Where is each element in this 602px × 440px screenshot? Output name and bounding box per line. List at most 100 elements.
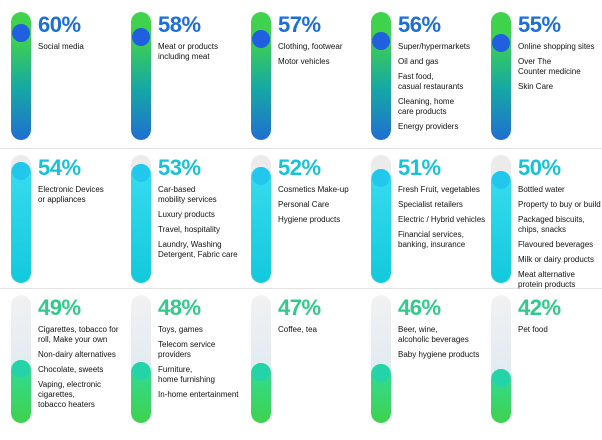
bar-marker [252, 363, 270, 381]
data-label: 55% [518, 12, 561, 37]
bar-marker [372, 364, 390, 382]
category-list: Car-based mobility services Luxury produc… [158, 185, 246, 265]
data-label: 58% [158, 12, 201, 37]
category-label: Toys, games [158, 325, 203, 334]
bar-marker [132, 362, 150, 380]
category-label: Social media [38, 42, 84, 51]
category-label: Skin Care [518, 82, 554, 91]
category-list: Meat or products including meat [158, 42, 246, 67]
panel-60pct: 60% Social media [8, 12, 128, 157]
bar-track [251, 295, 271, 423]
category-label: Specialist retailers [398, 200, 463, 209]
panel-49pct: 49% Cigarettes, tobacco for roll, Make yo… [8, 295, 128, 440]
data-label: 47% [278, 295, 321, 320]
category-label: Electronic Devices or appliances [38, 185, 104, 204]
panel-55pct: 55% Online shopping sites Over The Counter… [488, 12, 602, 157]
category-label: Telecom service providers [158, 340, 216, 359]
panel-47pct: 47% Coffee, tea [248, 295, 368, 440]
row-divider [0, 288, 602, 289]
panel-58pct: 58% Meat or products including meat [128, 12, 248, 157]
category-list: Cigarettes, tobacco for roll, Make your … [38, 325, 126, 415]
bar-marker [252, 167, 270, 185]
category-label: Clothing, footwear [278, 42, 343, 51]
category-label: Fresh Fruit, vegetables [398, 185, 480, 194]
bar-marker [132, 164, 150, 182]
category-label: Financial services, banking, insurance [398, 230, 466, 249]
category-list: Beer, wine, alcoholic beverages Baby hygi… [398, 325, 486, 365]
row-divider [0, 148, 602, 149]
data-label: 42% [518, 295, 561, 320]
category-label: Fast food, casual restaurants [398, 72, 464, 91]
data-label: 56% [398, 12, 441, 37]
category-list: Social media [38, 42, 126, 57]
category-label: Electric / Hybrid vehicles [398, 215, 486, 224]
category-list: Toys, games Telecom service providers Furn… [158, 325, 246, 405]
bar-track [131, 295, 151, 423]
bar-track [131, 155, 151, 283]
data-label: 50% [518, 155, 561, 180]
panel-50pct: 50% Bottled water Property to buy or build… [488, 155, 602, 300]
bar-track [491, 12, 511, 140]
category-list: Electronic Devices or appliances [38, 185, 126, 210]
category-label: Cigarettes, tobacco for roll, Make your … [38, 325, 119, 344]
category-list: Coffee, tea [278, 325, 366, 340]
category-label: In-home entertainment [158, 390, 239, 399]
panel-53pct: 53% Car-based mobility services Luxury pro… [128, 155, 248, 300]
category-label: Beer, wine, alcoholic beverages [398, 325, 469, 344]
bar-track [251, 12, 271, 140]
bar-track [371, 295, 391, 423]
panel-42pct: 42% Pet food [488, 295, 602, 440]
panel-56pct: 56% Super/hypermarkets Oil and gas Fast foo… [368, 12, 488, 157]
data-label: 46% [398, 295, 441, 320]
data-label: 52% [278, 155, 321, 180]
panel-51pct: 51% Fresh Fruit, vegetables Specialist ret… [368, 155, 488, 300]
bar-marker [372, 32, 390, 50]
bar-track [251, 155, 271, 283]
bar [251, 167, 271, 283]
category-list: Cosmetics Make-up Personal Care Hygiene pr… [278, 185, 366, 230]
bar [371, 169, 391, 283]
category-label: Oil and gas [398, 57, 439, 66]
category-label: Flavoured beverages [518, 240, 594, 249]
category-list: Pet food [518, 325, 602, 340]
category-list: Clothing, footwear Motor vehicles [278, 42, 366, 72]
panel-46pct: 46% Beer, wine, alcoholic beverages Baby h… [368, 295, 488, 440]
category-label: Laundry, Washing Detergent, Fabric care [158, 240, 238, 259]
category-list: Super/hypermarkets Oil and gas Fast food, … [398, 42, 486, 137]
category-label: Energy providers [398, 122, 459, 131]
bar [11, 12, 31, 140]
category-label: Vaping, electronic cigarettes, tobacco h… [38, 380, 101, 409]
bar-track [371, 12, 391, 140]
bar-track [131, 12, 151, 140]
category-label: Meat alternative protein products [518, 270, 576, 289]
category-label: Cosmetics Make-up [278, 185, 349, 194]
data-label: 60% [38, 12, 81, 37]
panel-57pct: 57% Clothing, footwear Motor vehicles [248, 12, 368, 157]
category-label: Cleaning, home care products [398, 97, 455, 116]
bar-track [11, 155, 31, 283]
bar-marker [12, 360, 30, 378]
data-label: 49% [38, 295, 81, 320]
category-label: Online shopping sites [518, 42, 595, 51]
panel-54pct: 54% Electronic Devices or appliances [8, 155, 128, 300]
bar [491, 171, 511, 283]
bar-track [491, 295, 511, 423]
category-label: Hygiene products [278, 215, 341, 224]
category-label: Chocolate, sweets [38, 365, 104, 374]
data-label: 51% [398, 155, 441, 180]
category-label: Travel, hospitality [158, 225, 220, 234]
category-label: Motor vehicles [278, 57, 330, 66]
bar [11, 162, 31, 283]
bar-marker [252, 30, 270, 48]
panel-48pct: 48% Toys, games Telecom service providers F… [128, 295, 248, 440]
category-list: Online shopping sites Over The Counter me… [518, 42, 602, 97]
category-label: Packaged biscuits, chips, snacks [518, 215, 585, 234]
data-label: 57% [278, 12, 321, 37]
category-label: Non-dairy alternatives [38, 350, 116, 359]
bar-marker [372, 169, 390, 187]
bar-marker [12, 162, 30, 180]
category-label: Pet food [518, 325, 548, 334]
category-label: Milk or dairy products [518, 255, 595, 264]
data-label: 53% [158, 155, 201, 180]
